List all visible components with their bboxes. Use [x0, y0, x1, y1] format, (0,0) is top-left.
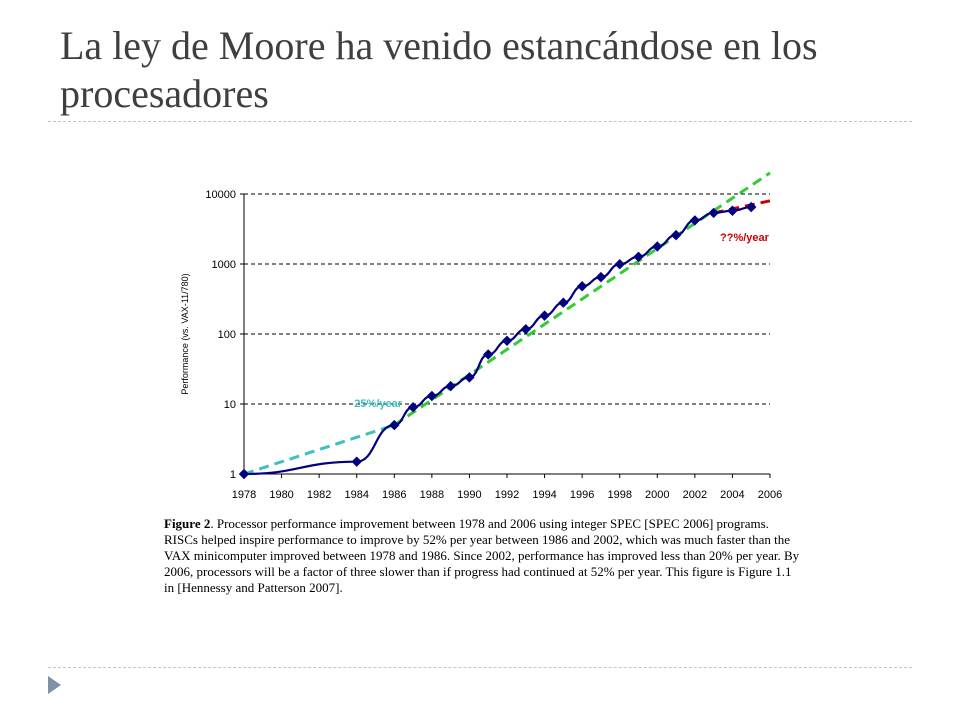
x-tick-label: 2002	[683, 489, 707, 501]
y-tick-label: 10	[224, 399, 236, 411]
data-point	[558, 297, 569, 308]
x-tick-label: 1984	[344, 489, 368, 501]
x-tick-label: 2004	[720, 489, 744, 501]
x-tick-label: 1988	[420, 489, 444, 501]
series-line	[243, 205, 752, 476]
data-point	[238, 468, 250, 480]
title-divider	[48, 121, 912, 122]
y-tick-label: 1000	[212, 259, 236, 271]
x-tick-label: 1978	[232, 489, 256, 501]
data-point	[708, 207, 719, 219]
x-tick-label: 1990	[457, 489, 481, 501]
y-tick-label: 1	[230, 469, 236, 481]
data-point	[520, 324, 531, 335]
trendline-label: ??%/year	[720, 232, 770, 244]
data-point	[407, 401, 419, 413]
data-point	[445, 380, 456, 392]
plot-area: 1 10 100 1000 10000 1978 1980 1982 1984 1986 1988 1…	[180, 171, 782, 501]
x-tick-label: 1982	[307, 489, 331, 501]
data-point	[595, 271, 607, 283]
slide-bullet-icon	[48, 676, 61, 694]
x-tick-label: 1998	[607, 489, 631, 501]
x-tick-label: 1994	[532, 489, 556, 501]
x-tick-label: 1996	[570, 489, 594, 501]
x-tick-label: 1992	[495, 489, 519, 501]
x-tick-label: 2000	[645, 489, 669, 501]
x-tick-label: 1986	[382, 489, 406, 501]
performance-chart: 1 10 100 1000 10000 1978 1980 1982 1984 1986 1988 1…	[180, 171, 782, 501]
data-point	[576, 281, 588, 292]
figure-caption: Figure 2. Processor performance improvem…	[164, 516, 804, 596]
y-axis-label: Performance (vs. VAX-11/780)	[180, 273, 190, 394]
data-point	[746, 201, 757, 213]
data-point	[727, 205, 738, 216]
trendline-label: 25%/year	[354, 398, 402, 410]
caption-label: Figure 2	[164, 516, 211, 531]
data-point	[483, 349, 494, 360]
trendline-0	[243, 423, 395, 476]
data-point	[351, 456, 362, 467]
data-point	[539, 310, 550, 321]
data-point	[426, 390, 438, 402]
data-point	[501, 335, 513, 346]
y-tick-label: 100	[218, 329, 236, 341]
x-tick-label: 2006	[758, 489, 782, 501]
data-point	[614, 259, 625, 270]
data-point	[389, 419, 400, 431]
data-point	[652, 241, 663, 252]
data-point	[633, 251, 644, 263]
caption-text: . Processor performance improvement betw…	[164, 516, 800, 595]
y-tick-label: 10000	[205, 189, 236, 201]
slide-title: La ley de Moore ha venido estancándose e…	[60, 23, 818, 116]
data-point	[689, 215, 701, 226]
x-tick-label: 1980	[269, 489, 293, 501]
data-point	[464, 372, 475, 383]
footer-divider	[48, 667, 912, 668]
data-point	[670, 229, 682, 241]
